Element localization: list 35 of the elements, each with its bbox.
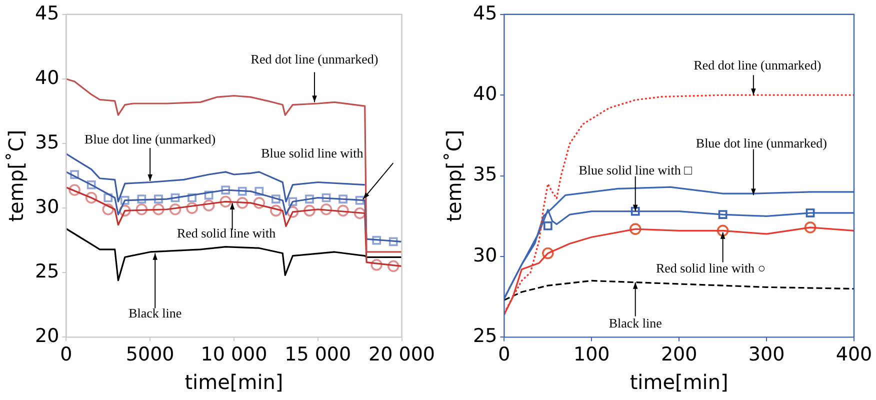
annotation: Blue solid line with xyxy=(261,145,364,160)
annotation: Blue solid line with □ xyxy=(578,162,692,178)
y-tick-label: 45 xyxy=(34,2,60,24)
x-tick-label: 20 000 xyxy=(368,344,435,366)
x-tick-label: 0 xyxy=(60,344,72,366)
y-tick-label: 35 xyxy=(472,164,498,186)
y-tick-label: 40 xyxy=(472,83,498,106)
annotation: Black line xyxy=(128,306,182,321)
y-tick-label: 25 xyxy=(472,325,498,348)
x-tick-label: 15 000 xyxy=(284,344,352,366)
x-tick-label: 100 xyxy=(574,344,610,366)
x-tick-label: 300 xyxy=(748,344,785,366)
x-tick-label: 400 xyxy=(836,344,872,366)
x-tick-label: 200 xyxy=(660,344,698,366)
x-tick-label: 10 000 xyxy=(200,344,268,366)
annotation: Red solid line with ○ xyxy=(656,260,766,276)
annotation: Blue dot line (unmarked) xyxy=(84,131,216,146)
annotation: Red dot line (unmarked) xyxy=(250,52,378,67)
y-tick-label: 25 xyxy=(34,260,60,283)
x-axis-title: time[min] xyxy=(630,370,728,394)
x-tick-label: 5000 xyxy=(126,344,174,366)
y-axis-title: temp[˚C] xyxy=(442,130,466,222)
annotation: Blue dot line (unmarked) xyxy=(696,136,827,151)
y-tick-label: 20 xyxy=(34,325,60,348)
y-tick-label: 35 xyxy=(34,131,60,154)
annotation: Black line xyxy=(608,316,662,331)
y-tick-label: 30 xyxy=(34,196,60,218)
x-tick-label: 0 xyxy=(498,344,510,366)
y-tick-label: 40 xyxy=(34,66,60,89)
y-tick-label: 30 xyxy=(472,244,498,266)
annotation: Red dot line (unmarked) xyxy=(694,58,822,73)
annotation: Red solid line with xyxy=(176,225,276,240)
y-axis-title: temp[˚C] xyxy=(4,130,28,222)
y-tick-label: 45 xyxy=(472,2,498,24)
x-axis-title: time[min] xyxy=(184,370,284,394)
